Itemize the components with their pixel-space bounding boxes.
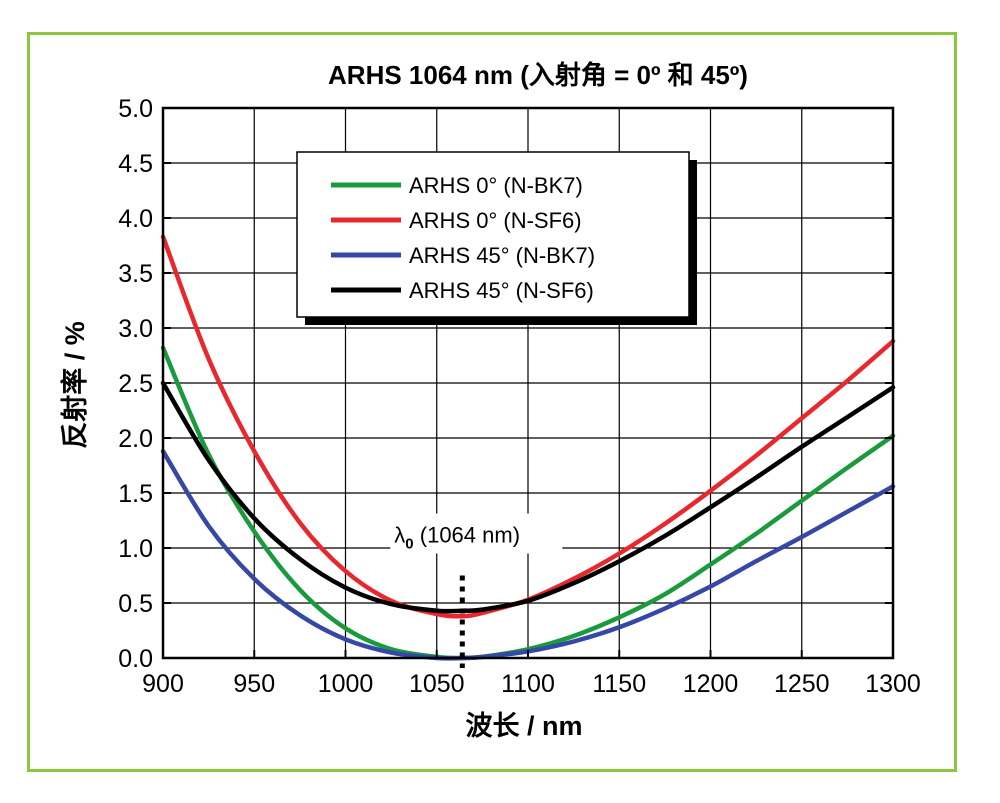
legend: ARHS 0° (N-BK7) ARHS 0° (N-SF6) ARHS 45° (… bbox=[296, 151, 697, 325]
lambda0-label: λ0 (1064 nm) bbox=[394, 523, 520, 553]
series-line-2 bbox=[160, 234, 896, 619]
x-tick-label: 1200 bbox=[683, 670, 739, 698]
legend-entry-label: ARHS 0° (N-BK7) bbox=[409, 173, 583, 198]
y-tick-label: 1.0 bbox=[118, 535, 153, 563]
y-tick-label: 5.0 bbox=[118, 95, 153, 123]
x-tick-label: 1300 bbox=[865, 670, 921, 698]
tick-labels: 900 950 1000 1050 1100 1150 1200 1250 1300 0.0 0.5… bbox=[118, 95, 921, 698]
x-tick-label: 1050 bbox=[409, 670, 465, 698]
x-tick-label: 1250 bbox=[774, 670, 830, 698]
y-tick-label: 3.0 bbox=[118, 315, 153, 343]
y-axis-label: 反射率 / % bbox=[59, 321, 90, 449]
y-tick-label: 3.5 bbox=[118, 260, 153, 288]
x-tick-label: 1000 bbox=[318, 670, 374, 698]
y-tick-label: 4.5 bbox=[118, 150, 153, 178]
figure-frame bbox=[27, 32, 957, 772]
x-tick-label: 950 bbox=[233, 670, 275, 698]
y-tick-label: 2.0 bbox=[118, 425, 153, 453]
y-tick-label: 2.5 bbox=[118, 370, 153, 398]
x-axis-label: 波长 / nm bbox=[465, 711, 582, 741]
series-lines bbox=[160, 234, 896, 661]
y-tick-label: 0.0 bbox=[118, 645, 153, 673]
series-line-3 bbox=[160, 448, 896, 661]
x-tick-label: 900 bbox=[142, 670, 184, 698]
legend-entry-label: ARHS 45° (N-SF6) bbox=[409, 278, 594, 303]
series-line-4 bbox=[160, 380, 896, 614]
annotation: λ0 (1064 nm) bbox=[390, 513, 563, 668]
x-tick-label: 1100 bbox=[501, 670, 555, 698]
y-tick-label: 1.5 bbox=[118, 480, 153, 508]
x-tick-label: 1150 bbox=[592, 670, 646, 698]
y-tick-label: 0.5 bbox=[118, 590, 153, 618]
lambda0-label-box bbox=[390, 513, 563, 554]
legend-entry-label: ARHS 45° (N-BK7) bbox=[409, 243, 595, 268]
y-tick-label: 4.0 bbox=[118, 205, 153, 233]
legend-entry-label: ARHS 0° (N-SF6) bbox=[409, 208, 582, 233]
chart-title: ARHS 1064 nm (入射角 = 0º 和 45º) bbox=[328, 60, 748, 90]
